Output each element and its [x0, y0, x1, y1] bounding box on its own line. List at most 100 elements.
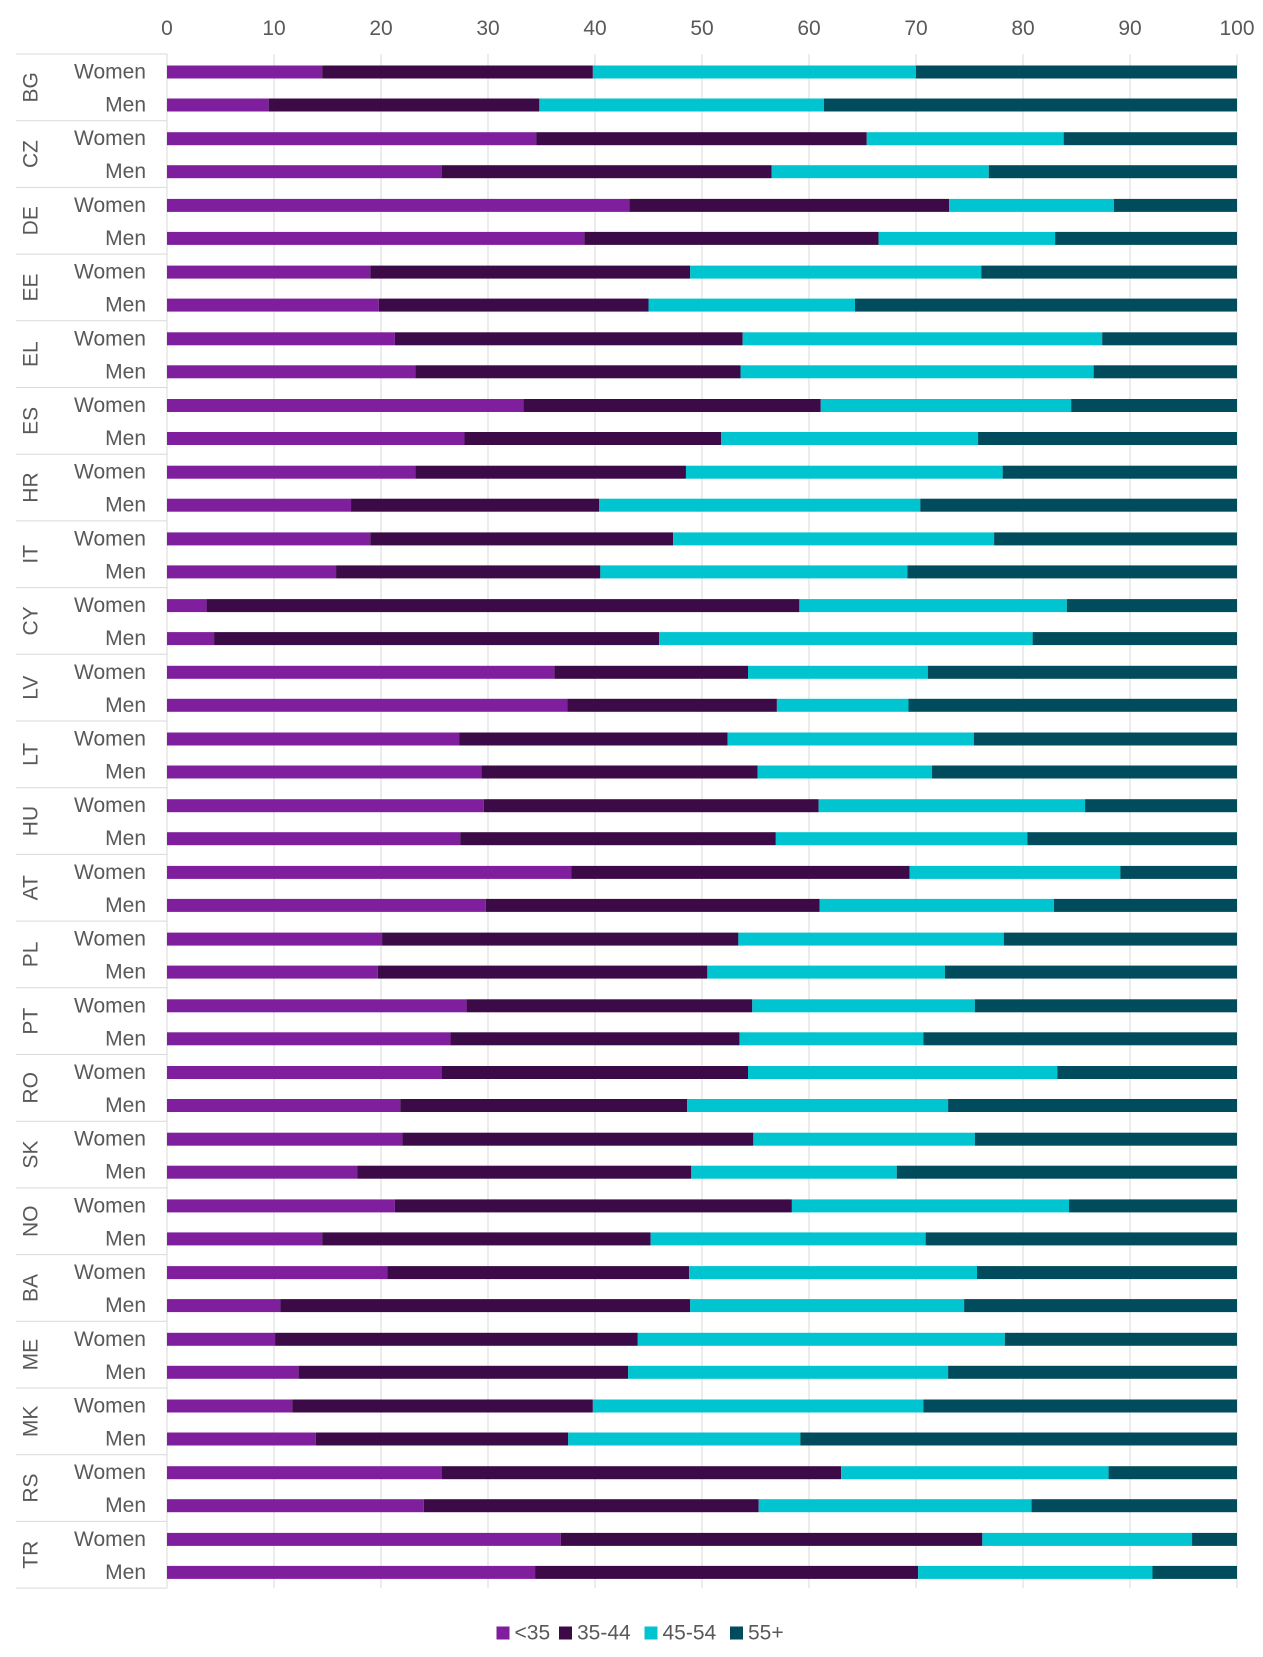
- x-tick-label: 40: [583, 17, 606, 40]
- sex-label: Men: [105, 1294, 146, 1317]
- sex-label: Men: [105, 1094, 146, 1117]
- bar-segment-pt-men-0: [167, 1032, 451, 1046]
- sex-label: Men: [105, 761, 146, 784]
- x-tick-label: 20: [369, 17, 392, 40]
- bar-segment-cz-women-0: [167, 132, 537, 146]
- bar-segment-pl-men-0: [167, 965, 378, 979]
- bar-segment-el-women-1: [394, 332, 743, 346]
- bar-segment-hu-women-1: [483, 799, 819, 813]
- bar-segment-tr-men-0: [167, 1565, 536, 1579]
- bar-segment-lv-women-3: [927, 665, 1237, 679]
- bar-segment-sk-women-2: [753, 1132, 975, 1146]
- bar-segment-hu-men-2: [775, 832, 1028, 846]
- bar-segment-bg-women-1: [322, 65, 593, 79]
- country-label: TR: [20, 1541, 43, 1569]
- sex-label: Men: [105, 894, 146, 917]
- country-label: PT: [20, 1008, 43, 1035]
- bar-segment-rs-men-2: [758, 1499, 1032, 1513]
- bar-segment-hu-men-3: [1027, 832, 1237, 846]
- bar-segment-el-women-0: [167, 332, 395, 346]
- bar-segment-de-men-1: [584, 231, 879, 245]
- bar-segment-it-men-1: [336, 565, 601, 579]
- bar-segment-bg-women-3: [916, 65, 1237, 79]
- bar-segment-it-men-3: [907, 565, 1237, 579]
- sex-label: Men: [105, 94, 146, 117]
- country-label: LV: [20, 676, 43, 700]
- bar-segment-de-women-0: [167, 198, 630, 212]
- bar-segment-sk-men-2: [691, 1165, 897, 1179]
- bar-segment-ee-women-3: [981, 265, 1237, 279]
- bar-segment-ba-men-3: [964, 1299, 1237, 1313]
- bar-segment-pt-men-2: [739, 1032, 924, 1046]
- x-tick-label: 60: [797, 17, 820, 40]
- x-tick-label: 10: [262, 17, 285, 40]
- bar-segment-pl-women-2: [738, 932, 1004, 946]
- bar-segment-el-women-2: [742, 332, 1103, 346]
- bar-segment-cy-men-1: [214, 632, 660, 646]
- bar-segment-pl-men-1: [377, 965, 708, 979]
- bar-segment-mk-women-2: [592, 1399, 924, 1413]
- bar-segment-hr-women-0: [167, 465, 416, 479]
- bar-segment-ba-women-1: [387, 1266, 690, 1280]
- bar-segment-pt-women-3: [974, 999, 1237, 1013]
- sex-label: Men: [105, 1161, 146, 1184]
- bar-segment-cz-men-3: [988, 165, 1237, 179]
- bar-segment-ee-men-1: [378, 298, 649, 312]
- bar-segment-me-men-3: [948, 1365, 1237, 1379]
- bar-segment-bg-men-3: [823, 98, 1237, 112]
- country-label: PL: [20, 942, 43, 968]
- bar-segment-tr-women-2: [982, 1532, 1193, 1546]
- sex-label: Women: [74, 794, 146, 817]
- sex-label: Women: [74, 394, 146, 417]
- bar-segment-ro-women-0: [167, 1066, 442, 1079]
- bar-segment-el-men-3: [1093, 365, 1237, 379]
- country-label: ME: [20, 1339, 43, 1371]
- country-label: CY: [20, 606, 43, 635]
- x-tick-label: 80: [1011, 17, 1034, 40]
- country-label: HU: [20, 806, 43, 836]
- bar-segment-ba-women-2: [689, 1266, 977, 1280]
- sex-label: Women: [74, 1194, 146, 1217]
- bar-segment-hr-women-2: [685, 465, 1003, 479]
- sex-label: Women: [74, 1328, 146, 1351]
- bar-segment-es-women-1: [523, 399, 821, 412]
- sex-label: Women: [74, 1261, 146, 1284]
- sex-label: Men: [105, 560, 146, 583]
- sex-label: Men: [105, 227, 146, 250]
- bar-segment-el-men-2: [740, 365, 1094, 379]
- bar-segment-mk-women-3: [923, 1399, 1237, 1413]
- bar-segment-me-women-0: [167, 1332, 276, 1346]
- bar-segment-ba-men-1: [280, 1299, 691, 1313]
- bar-segment-hr-men-0: [167, 498, 352, 512]
- bar-segment-es-women-2: [820, 399, 1072, 412]
- x-tick-label: 0: [161, 17, 173, 40]
- bar-segment-cz-women-1: [536, 132, 867, 146]
- bar-segment-at-women-1: [571, 865, 910, 879]
- bar-segment-hu-women-0: [167, 799, 484, 813]
- country-label: NO: [20, 1206, 43, 1238]
- sex-label: Men: [105, 694, 146, 717]
- bar-segment-ro-women-1: [441, 1066, 749, 1079]
- bar-segment-lt-men-3: [932, 765, 1237, 779]
- bar-segment-no-men-1: [322, 1232, 651, 1246]
- sex-label: Men: [105, 827, 146, 850]
- bar-segment-ee-men-2: [648, 298, 856, 312]
- bar-segment-de-women-2: [949, 198, 1114, 212]
- bar-segment-mk-men-1: [315, 1432, 569, 1446]
- bar-segment-it-women-3: [994, 532, 1237, 546]
- x-axis: 0 10 20 30 40 50 60 70 80 90 100: [161, 17, 1254, 40]
- bar-segment-rs-women-2: [841, 1466, 1109, 1480]
- bar-segment-ee-men-3: [855, 298, 1237, 312]
- legend-swatch: [496, 1626, 510, 1640]
- bar-segment-sk-men-3: [896, 1165, 1237, 1179]
- bar-segment-me-men-1: [298, 1365, 629, 1379]
- bar-segment-ba-women-3: [976, 1266, 1237, 1280]
- bar-segment-sk-men-1: [357, 1165, 692, 1179]
- bar-segment-lt-women-1: [459, 732, 728, 746]
- bar-segment-el-women-3: [1102, 332, 1237, 346]
- bar-segment-ee-men-0: [167, 298, 379, 312]
- legend: <35 35-44 45-54 55+: [496, 1622, 784, 1645]
- bar-segment-lt-men-1: [481, 765, 758, 779]
